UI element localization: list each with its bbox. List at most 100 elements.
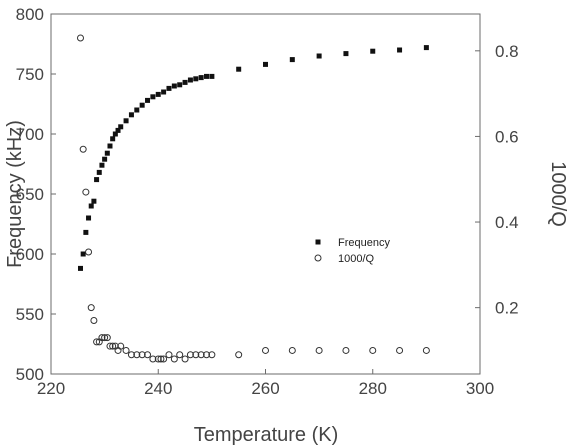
- y-tick-label: 650: [16, 185, 44, 204]
- frequency-point: [86, 215, 92, 221]
- legend-frequency-marker: [315, 239, 321, 245]
- q-inverse-point: [144, 351, 152, 359]
- y2-tick-label: 0.6: [495, 127, 519, 146]
- frequency-point: [99, 162, 105, 168]
- q-inverse-point: [157, 355, 165, 363]
- frequency-point: [94, 177, 100, 183]
- frequency-point: [182, 79, 188, 85]
- frequency-point: [150, 94, 156, 100]
- plot-frame: [50, 13, 481, 375]
- q-inverse-point: [165, 351, 173, 359]
- y2-axis-title: 1000/Q: [547, 161, 569, 227]
- q-inverse-point: [176, 351, 184, 359]
- data-marks: [76, 34, 430, 363]
- y-tick-label: 700: [16, 125, 44, 144]
- frequency-point: [145, 97, 151, 103]
- frequency-point: [187, 77, 193, 83]
- frequency-point: [118, 124, 124, 130]
- y-tick-label: 500: [16, 365, 44, 384]
- q-inverse-point: [154, 355, 162, 363]
- frequency-point: [370, 48, 376, 54]
- frequency-point: [96, 169, 102, 175]
- x-tick-label: 240: [144, 379, 172, 398]
- q-inverse-point: [76, 34, 84, 42]
- frequency-point: [80, 251, 86, 257]
- legend-q-label: 1000/Q: [338, 253, 375, 265]
- q-inverse-point: [87, 304, 95, 312]
- q-inverse-point: [127, 351, 135, 359]
- q-inverse-point: [93, 338, 101, 346]
- frequency-point: [128, 112, 134, 118]
- frequency-point: [236, 66, 242, 72]
- q-inverse-point: [133, 351, 141, 359]
- q-inverse-point: [79, 145, 87, 153]
- frequency-point: [155, 91, 161, 97]
- y2-tick-label: 0.4: [495, 213, 519, 232]
- y-tick-label: 750: [16, 65, 44, 84]
- y-tick-label: 800: [16, 5, 44, 24]
- frequency-point: [263, 61, 268, 67]
- q-inverse-point: [149, 355, 157, 363]
- frequency-point: [204, 73, 210, 79]
- q-inverse-point: [122, 346, 130, 354]
- frequency-point: [171, 83, 177, 89]
- frequency-point: [102, 156, 108, 162]
- frequency-point: [316, 53, 322, 59]
- frequency-point: [166, 85, 172, 91]
- frequency-point: [198, 75, 204, 81]
- q-inverse-point: [396, 346, 404, 354]
- frequency-point: [83, 229, 89, 235]
- frequency-point: [343, 51, 349, 57]
- q-inverse-point: [186, 351, 194, 359]
- q-inverse-point: [203, 351, 211, 359]
- frequency-point: [110, 136, 116, 142]
- y2-tick-label: 0.8: [495, 42, 519, 61]
- y-tick-label: 550: [16, 305, 44, 324]
- frequency-point: [115, 127, 121, 133]
- frequency-point: [112, 131, 118, 137]
- q-inverse-point: [106, 342, 114, 350]
- frequency-point: [289, 57, 295, 63]
- q-inverse-point: [82, 188, 90, 196]
- q-inverse-point: [262, 346, 269, 354]
- q-inverse-point: [109, 342, 117, 350]
- q-inverse-point: [117, 342, 125, 350]
- frequency-point: [161, 89, 167, 95]
- legend-frequency-label: Frequency: [338, 237, 390, 249]
- q-inverse-point: [170, 355, 178, 363]
- q-inverse-point: [197, 351, 205, 359]
- q-inverse-point: [101, 334, 109, 342]
- q-inverse-point: [103, 334, 111, 342]
- q-inverse-point: [235, 351, 243, 359]
- q-inverse-point: [181, 355, 189, 363]
- frequency-point: [123, 118, 129, 124]
- frequency-point: [104, 150, 110, 156]
- y2-tick-label: 0.2: [495, 299, 519, 318]
- q-inverse-point: [138, 351, 146, 359]
- frequency-point: [91, 198, 97, 204]
- frequency-point: [107, 143, 113, 149]
- q-inverse-point: [315, 346, 323, 354]
- frequency-point: [88, 203, 94, 209]
- frequency-point: [397, 47, 403, 53]
- q-inverse-point: [369, 346, 377, 354]
- frequency-point: [423, 45, 429, 51]
- x-tick-label: 280: [359, 379, 387, 398]
- q-inverse-point: [98, 334, 106, 342]
- q-inverse-point: [192, 351, 200, 359]
- x-tick-label: 260: [251, 379, 279, 398]
- frequency-point: [139, 102, 145, 108]
- frequency-point: [134, 107, 140, 113]
- x-axis-title: Temperature (K): [194, 424, 339, 446]
- q-inverse-point: [208, 351, 216, 359]
- frequency-point: [193, 76, 199, 82]
- q-inverse-point: [85, 248, 93, 256]
- legend-q-marker: [314, 254, 322, 262]
- x-tick-label: 220: [37, 379, 65, 398]
- q-inverse-point: [288, 346, 296, 354]
- q-inverse-point: [422, 346, 430, 354]
- q-inverse-point: [342, 346, 350, 354]
- frequency-point: [209, 73, 215, 79]
- q-inverse-point: [160, 355, 168, 363]
